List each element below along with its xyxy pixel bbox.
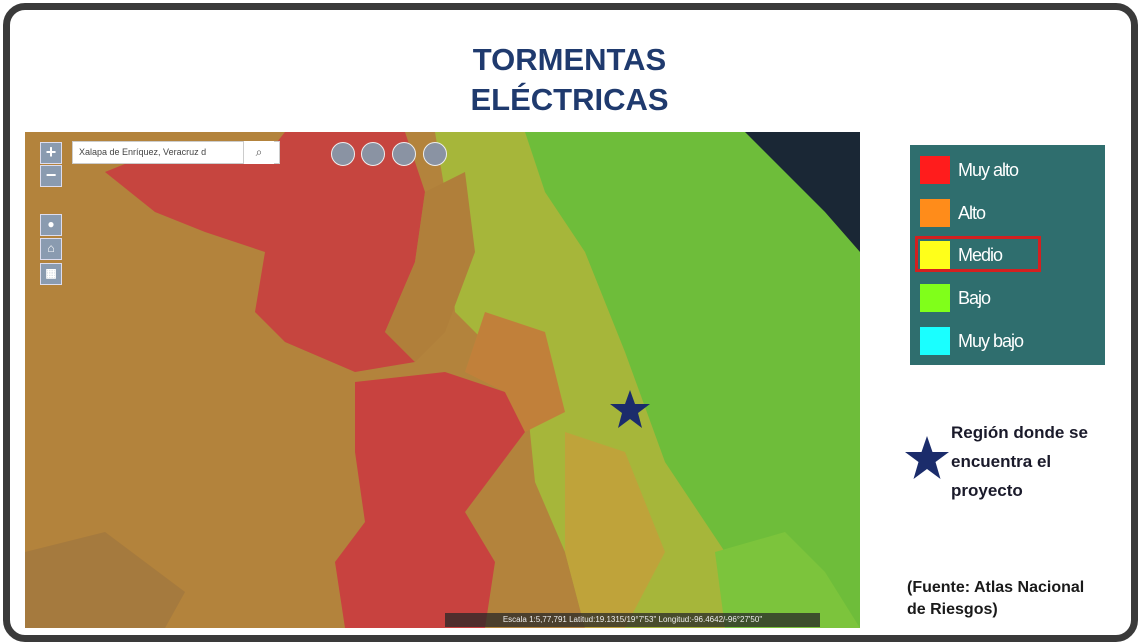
page: {"header":{"title_lines":["TORMENTAS","E… xyxy=(0,0,1139,643)
note-line: encuentra el xyxy=(951,447,1088,476)
swatch xyxy=(920,327,950,355)
legend-item: Muy bajo xyxy=(918,324,1098,358)
swatch xyxy=(920,156,950,184)
note-line: proyecto xyxy=(951,476,1088,505)
legend-highlight xyxy=(915,236,1041,272)
legend-label: Muy bajo xyxy=(958,324,1023,358)
layers-button[interactable]: ▦ xyxy=(40,263,62,285)
note-line: Región donde se xyxy=(951,418,1088,447)
tool-button[interactable] xyxy=(423,142,447,166)
note-star xyxy=(903,435,951,481)
swatch xyxy=(920,199,950,227)
locate-button[interactable]: ● xyxy=(40,214,62,236)
map[interactable]: + − ● ⌂ ▦ Xalapa de Enríquez, Veracruz d… xyxy=(25,132,860,628)
scale-bar: Escala 1:5,77,791 Latitud:19.1315/19°7'5… xyxy=(445,613,820,627)
source: (Fuente: Atlas Nacional de Riesgos) xyxy=(907,577,1084,621)
swatch xyxy=(920,284,950,312)
tool-button[interactable] xyxy=(361,142,385,166)
legend-item: Bajo xyxy=(918,281,1098,315)
title-line: TORMENTAS xyxy=(0,42,1139,78)
project-star xyxy=(610,390,650,428)
star-layer xyxy=(25,132,860,628)
search-button[interactable]: ⌕ xyxy=(243,141,274,164)
legend-item: Muy alto xyxy=(918,153,1098,187)
source-line: de Riesgos) xyxy=(907,599,1084,621)
zoom-in[interactable]: + xyxy=(40,142,62,164)
legend-label: Muy alto xyxy=(958,153,1018,187)
legend-label: Alto xyxy=(958,196,985,230)
home-button[interactable]: ⌂ xyxy=(40,238,62,260)
note: Región donde se encuentra el proyecto xyxy=(951,418,1088,505)
legend-label: Bajo xyxy=(958,281,990,315)
title-line: ELÉCTRICAS xyxy=(0,82,1139,118)
legend-item: Alto xyxy=(918,196,1098,230)
tool-button[interactable] xyxy=(331,142,355,166)
tool-button[interactable] xyxy=(392,142,416,166)
source-line: (Fuente: Atlas Nacional xyxy=(907,577,1084,599)
zoom-out[interactable]: − xyxy=(40,165,62,187)
